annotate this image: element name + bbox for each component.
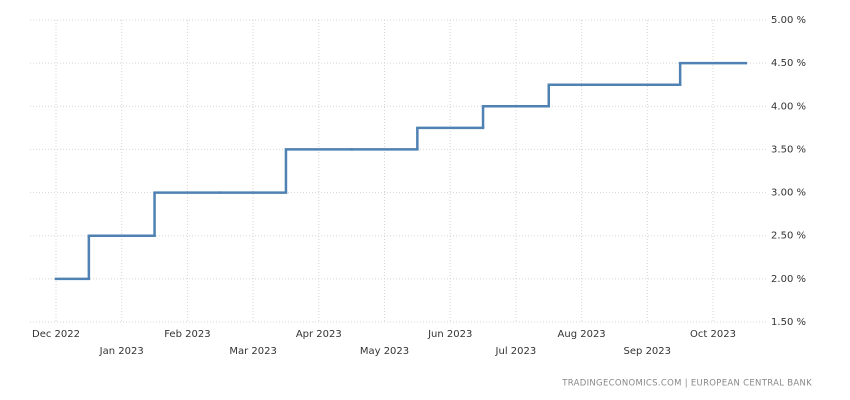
- x-tick-label: Sep 2023: [624, 346, 671, 357]
- y-tick-label: 3.00 %: [771, 188, 806, 199]
- x-tick-label: Oct 2023: [690, 329, 736, 340]
- x-tick-label: Jan 2023: [99, 346, 144, 357]
- x-tick-label: Mar 2023: [229, 346, 277, 357]
- y-tick-label: 2.50 %: [771, 231, 806, 242]
- y-tick-label: 4.50 %: [771, 58, 806, 69]
- y-tick-label: 5.00 %: [771, 15, 806, 26]
- x-tick-label: Apr 2023: [296, 329, 342, 340]
- x-tick-label: May 2023: [360, 346, 409, 357]
- x-tick-label: Aug 2023: [558, 329, 606, 340]
- y-tick-label: 2.00 %: [771, 274, 806, 285]
- source-note: TRADINGECONOMICS.COM | EUROPEAN CENTRAL …: [561, 379, 812, 389]
- x-tick-label: Feb 2023: [164, 329, 210, 340]
- x-tick-label: Jun 2023: [427, 329, 472, 340]
- y-tick-label: 4.00 %: [771, 101, 806, 112]
- y-tick-label: 3.50 %: [771, 144, 806, 155]
- x-tick-label: Dec 2022: [32, 329, 80, 340]
- x-tick-label: Jul 2023: [495, 346, 537, 357]
- y-tick-label: 1.50 %: [771, 317, 806, 328]
